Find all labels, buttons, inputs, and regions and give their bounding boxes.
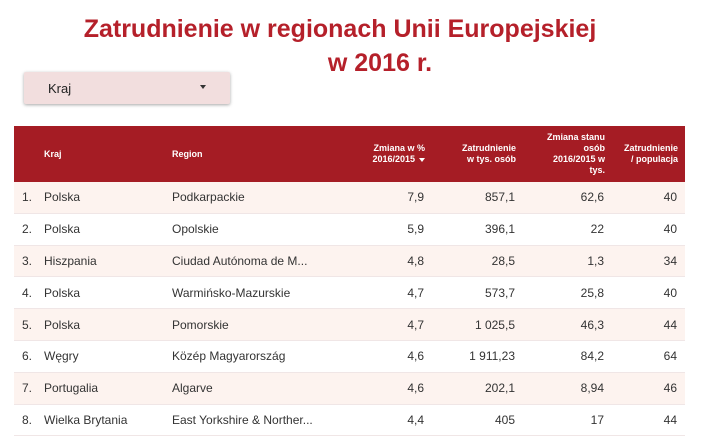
row-index: 1. <box>14 182 44 214</box>
header-zmiana-stanu-label: Zmiana stanu osób 2016/2015 w tys. <box>546 132 605 175</box>
cell-zatr-pop: 34 <box>612 245 685 278</box>
cell-zmiana-stanu: 62,6 <box>523 182 612 214</box>
table-row: 3. Hiszpania Ciudad Autónoma de M... 4,8… <box>14 245 685 278</box>
table-row: 1. Polska Podkarpackie 7,9 857,1 62,6 40 <box>14 182 685 214</box>
cell-zatrudnienie: 1 911,23 <box>432 340 523 373</box>
cell-region: Közép Magyarország <box>172 340 330 373</box>
header-zmiana-proc-label: Zmiana w % 2016/2015 <box>372 143 425 164</box>
header-zmiana-stanu[interactable]: Zmiana stanu osób 2016/2015 w tys. <box>523 126 612 182</box>
cell-kraj: Polska <box>44 276 172 310</box>
cell-region: Algarve <box>172 372 330 405</box>
page-title-line2: w 2016 r. <box>327 49 433 77</box>
table-row: 4. Polska Warmińsko-Mazurskie 4,7 573,7 … <box>14 276 685 310</box>
cell-zatr-pop: 40 <box>612 213 685 246</box>
cell-zatrudnienie: 28,5 <box>432 245 523 278</box>
table-row: 6. Węgry Közép Magyarország 4,6 1 911,23… <box>14 340 685 373</box>
row-index: 3. <box>14 245 44 278</box>
cell-kraj: Węgry <box>44 340 172 373</box>
cell-zmiana-stanu: 22 <box>523 213 612 246</box>
cell-zmiana-stanu: 8,94 <box>523 372 612 405</box>
table-body: 1. Polska Podkarpackie 7,9 857,1 62,6 40… <box>14 182 685 436</box>
cell-region: East Yorkshire & Norther... <box>172 404 330 436</box>
cell-zmiana-proc: 7,9 <box>330 182 432 214</box>
header-index <box>14 126 44 182</box>
cell-kraj: Wielka Brytania <box>44 404 172 436</box>
row-index: 5. <box>14 308 44 341</box>
cell-zmiana-stanu: 17 <box>523 404 612 436</box>
cell-zmiana-proc: 4,6 <box>330 372 432 405</box>
table-row: 5. Polska Pomorskie 4,7 1 025,5 46,3 44 <box>14 308 685 341</box>
header-zmiana-proc[interactable]: Zmiana w % 2016/2015 <box>330 126 432 182</box>
row-index: 8. <box>14 404 44 436</box>
header-zatrudnienie[interactable]: Zatrudnienie w tys. osób <box>432 126 523 182</box>
cell-zmiana-proc: 4,4 <box>330 404 432 436</box>
cell-zatrudnienie: 202,1 <box>432 372 523 405</box>
cell-region: Pomorskie <box>172 308 330 341</box>
cell-zmiana-proc: 4,7 <box>330 308 432 341</box>
chevron-down-icon <box>200 85 206 89</box>
cell-region: Ciudad Autónoma de M... <box>172 245 330 278</box>
sort-desc-icon <box>419 157 425 162</box>
cell-region: Warmińsko-Mazurskie <box>172 276 330 310</box>
table-header-row: Kraj Region Zmiana w % 2016/2015 Zatrudn… <box>14 126 685 182</box>
cell-kraj: Polska <box>44 182 172 214</box>
cell-region: Opolskie <box>172 213 330 246</box>
cell-kraj: Hiszpania <box>44 245 172 278</box>
country-filter-dropdown[interactable]: Kraj <box>24 72 230 104</box>
cell-zatrudnienie: 573,7 <box>432 276 523 310</box>
cell-zmiana-proc: 4,8 <box>330 245 432 278</box>
header-zatr-pop-label: Zatrudnienie / populacja <box>623 143 678 164</box>
cell-zmiana-proc: 4,6 <box>330 340 432 373</box>
cell-zatr-pop: 64 <box>612 340 685 373</box>
cell-zmiana-stanu: 46,3 <box>523 308 612 341</box>
header-zatrudnienie-label: Zatrudnienie w tys. osób <box>461 143 516 164</box>
cell-zatr-pop: 44 <box>612 308 685 341</box>
table-row: 8. Wielka Brytania East Yorkshire & Nort… <box>14 404 685 436</box>
page-title: Zatrudnienie w regionach Unii Europejski… <box>60 12 620 80</box>
cell-zatrudnienie: 857,1 <box>432 182 523 214</box>
row-index: 2. <box>14 213 44 246</box>
header-kraj[interactable]: Kraj <box>44 148 62 159</box>
table-row: 2. Polska Opolskie 5,9 396,1 22 40 <box>14 213 685 246</box>
header-region[interactable]: Region <box>172 148 203 159</box>
cell-zatrudnienie: 1 025,5 <box>432 308 523 341</box>
cell-zatr-pop: 44 <box>612 404 685 436</box>
cell-zatr-pop: 40 <box>612 276 685 310</box>
table-row: 7. Portugalia Algarve 4,6 202,1 8,94 46 <box>14 372 685 405</box>
cell-kraj: Polska <box>44 213 172 246</box>
page-title-line1: Zatrudnienie w regionach Unii Europejski… <box>83 15 597 43</box>
cell-zmiana-stanu: 1,3 <box>523 245 612 278</box>
row-index: 4. <box>14 276 44 310</box>
row-index: 7. <box>14 372 44 405</box>
header-zatr-pop[interactable]: Zatrudnienie / populacja <box>612 126 685 182</box>
cell-region: Podkarpackie <box>172 182 330 214</box>
cell-zmiana-stanu: 25,8 <box>523 276 612 310</box>
cell-kraj: Polska <box>44 308 172 341</box>
cell-zatrudnienie: 405 <box>432 404 523 436</box>
row-index: 6. <box>14 340 44 373</box>
cell-zatrudnienie: 396,1 <box>432 213 523 246</box>
employment-table: Kraj Region Zmiana w % 2016/2015 Zatrudn… <box>14 126 685 436</box>
country-filter-label: Kraj <box>48 81 72 96</box>
cell-kraj: Portugalia <box>44 372 172 405</box>
cell-zmiana-stanu: 84,2 <box>523 340 612 373</box>
cell-zmiana-proc: 5,9 <box>330 213 432 246</box>
cell-zatr-pop: 40 <box>612 182 685 214</box>
cell-zatr-pop: 46 <box>612 372 685 405</box>
cell-zmiana-proc: 4,7 <box>330 276 432 310</box>
